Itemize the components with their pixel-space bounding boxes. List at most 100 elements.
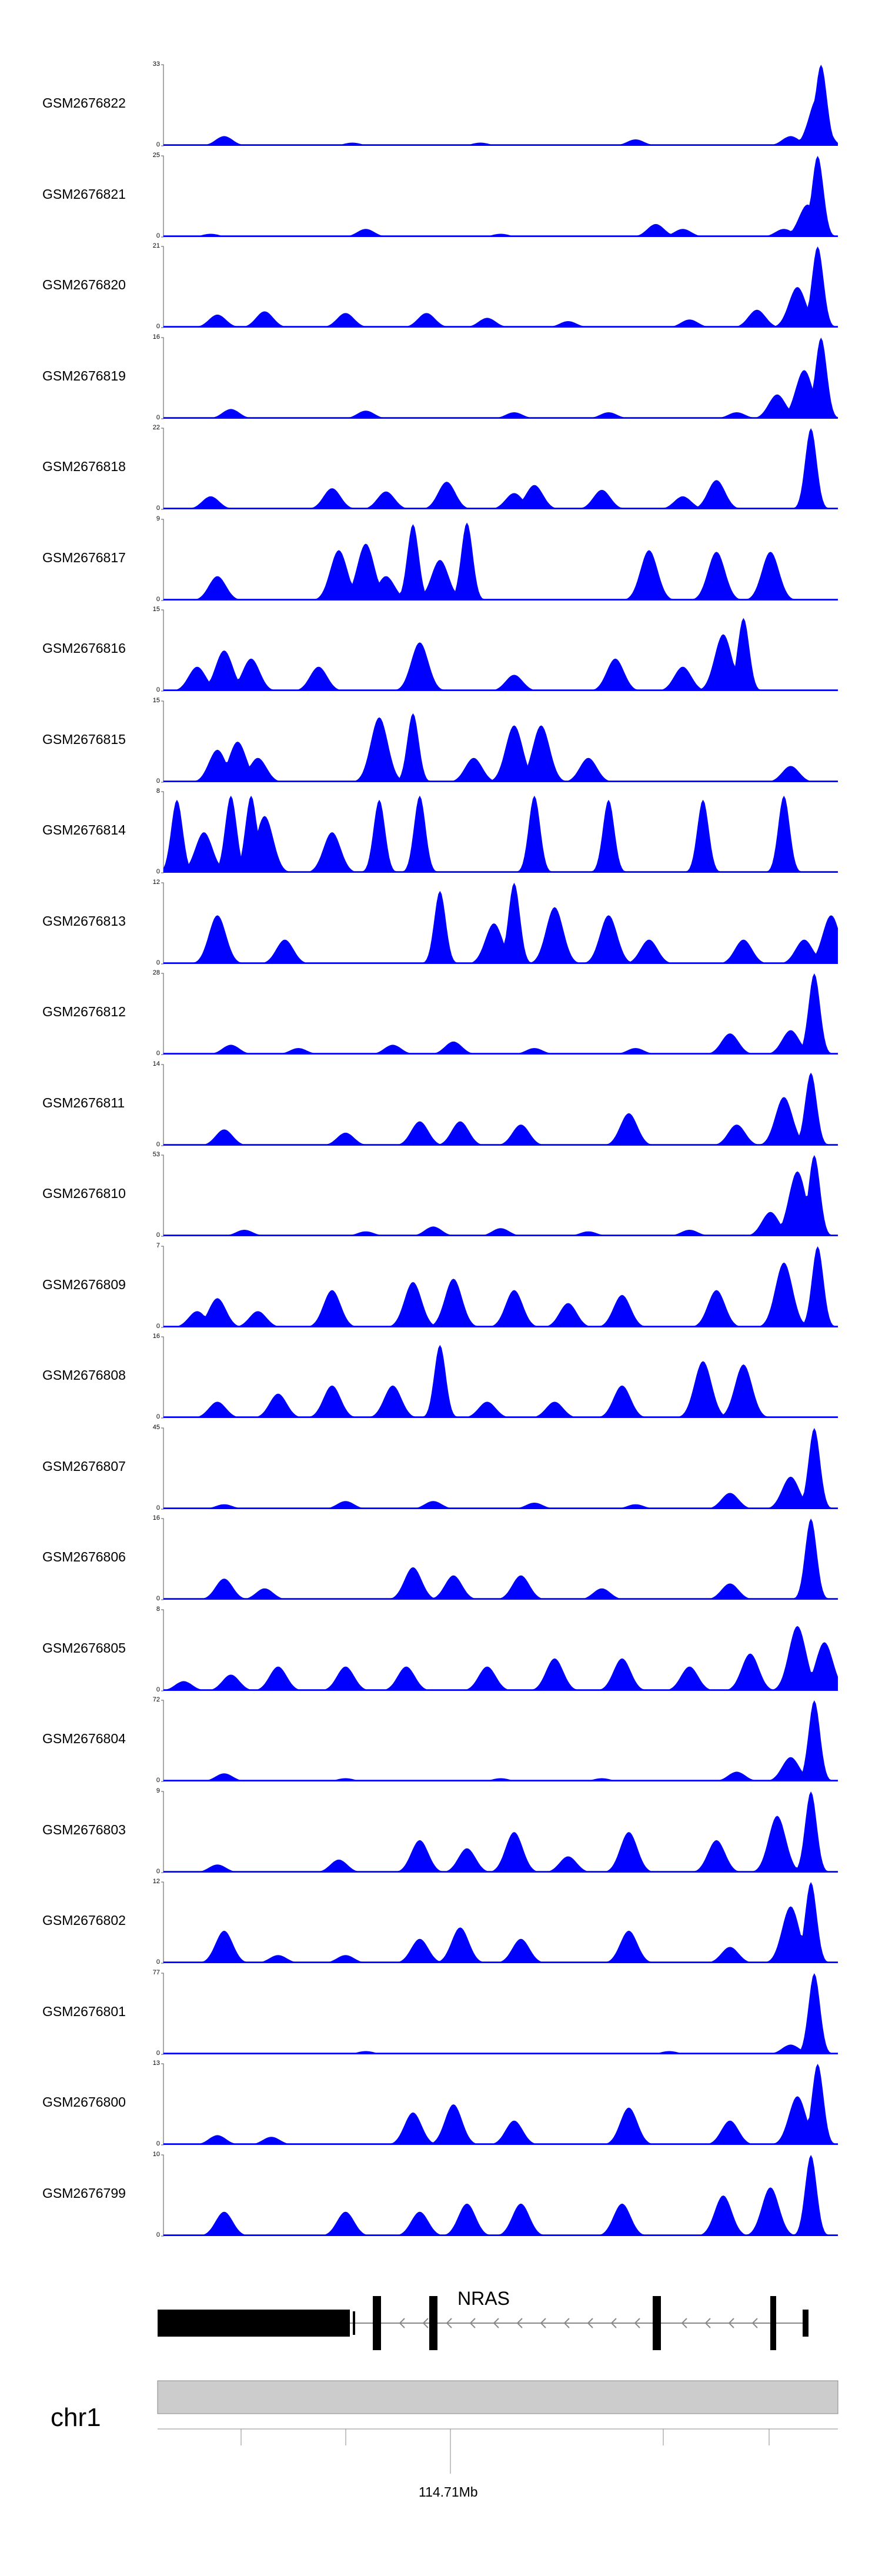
strand-arrow bbox=[493, 2318, 499, 2328]
y-min-tick-label: 0 bbox=[156, 413, 160, 421]
sample-label: GSM2676802 bbox=[42, 1913, 126, 1928]
y-max-tick-label: 16 bbox=[152, 1514, 160, 1521]
y-axis bbox=[161, 973, 164, 1055]
coverage-area bbox=[163, 65, 838, 146]
strand-arrow bbox=[446, 2318, 452, 2328]
y-axis bbox=[161, 428, 164, 510]
track-GSM2676805: GSM2676805 8 0 bbox=[0, 1606, 882, 1701]
y-min-tick-label: 0 bbox=[156, 1958, 160, 1966]
sample-label: GSM2676803 bbox=[42, 1821, 126, 1837]
coverage-area bbox=[163, 155, 838, 237]
y-axis bbox=[161, 1609, 164, 1691]
y-min-tick-label: 0 bbox=[156, 1504, 160, 1511]
sample-label: GSM2676799 bbox=[42, 2185, 126, 2201]
exon-block bbox=[803, 2310, 808, 2337]
sample-label: GSM2676807 bbox=[42, 1458, 126, 1474]
coverage-area bbox=[163, 882, 838, 964]
y-axis bbox=[161, 64, 164, 146]
y-max-tick-label: 15 bbox=[152, 696, 160, 704]
sample-label: GSM2676815 bbox=[42, 731, 126, 747]
sample-label: GSM2676804 bbox=[42, 1731, 126, 1747]
y-max-tick-label: 25 bbox=[152, 151, 160, 159]
coverage-plot bbox=[161, 1064, 838, 1146]
track-GSM2676804: GSM2676804 72 0 bbox=[0, 1696, 882, 1791]
coverage-area bbox=[163, 1344, 838, 1418]
track-GSM2676817: GSM2676817 9 0 bbox=[0, 515, 882, 610]
y-axis bbox=[161, 700, 164, 782]
coverage-plot bbox=[161, 1154, 838, 1237]
y-min-tick-label: 0 bbox=[156, 1777, 160, 1784]
coverage-plot bbox=[161, 246, 838, 328]
coverage-plot bbox=[161, 791, 838, 873]
track-GSM2676822: GSM2676822 33 0 bbox=[0, 61, 882, 156]
coverage-plot bbox=[161, 519, 838, 600]
coverage-plot bbox=[161, 609, 838, 692]
exon-block bbox=[770, 2296, 776, 2350]
y-axis bbox=[161, 1246, 164, 1327]
sample-label: GSM2676821 bbox=[42, 186, 126, 202]
exon-block bbox=[373, 2296, 381, 2350]
exon-block bbox=[653, 2296, 661, 2350]
track-GSM2676812: GSM2676812 28 0 bbox=[0, 969, 882, 1065]
strand-arrow bbox=[610, 2318, 617, 2328]
sample-label: GSM2676805 bbox=[42, 1640, 126, 1656]
track-GSM2676815: GSM2676815 15 0 bbox=[0, 697, 882, 792]
track-GSM2676821: GSM2676821 25 0 bbox=[0, 152, 882, 247]
y-max-tick-label: 8 bbox=[156, 1605, 160, 1613]
y-min-tick-label: 0 bbox=[156, 1232, 160, 1239]
y-max-tick-label: 15 bbox=[152, 606, 160, 613]
y-min-tick-label: 0 bbox=[156, 686, 160, 693]
coverage-area bbox=[163, 713, 838, 782]
y-axis bbox=[161, 2063, 164, 2145]
y-axis bbox=[161, 791, 164, 873]
sample-label: GSM2676801 bbox=[42, 2003, 126, 2019]
y-min-tick-label: 0 bbox=[156, 1413, 160, 1420]
y-max-tick-label: 22 bbox=[152, 424, 160, 431]
sample-label: GSM2676800 bbox=[42, 2094, 126, 2110]
track-GSM2676800: GSM2676800 13 0 bbox=[0, 2060, 882, 2155]
coverage-area bbox=[163, 1973, 838, 2054]
y-max-tick-label: 33 bbox=[152, 61, 160, 68]
sample-label: GSM2676822 bbox=[42, 95, 126, 111]
coverage-plot bbox=[161, 428, 838, 510]
track-GSM2676816: GSM2676816 15 0 bbox=[0, 606, 882, 701]
sample-label: GSM2676809 bbox=[42, 1276, 126, 1292]
y-axis bbox=[161, 1336, 164, 1419]
sample-label: GSM2676813 bbox=[42, 913, 126, 929]
track-GSM2676810: GSM2676810 53 0 bbox=[0, 1151, 882, 1246]
coverage-area bbox=[163, 1519, 838, 1600]
track-GSM2676802: GSM2676802 12 0 bbox=[0, 1878, 882, 1973]
strand-arrow bbox=[681, 2318, 687, 2328]
y-axis bbox=[161, 1154, 164, 1237]
y-min-tick-label: 0 bbox=[156, 2140, 160, 2147]
y-axis bbox=[161, 1518, 164, 1600]
strand-arrow bbox=[728, 2318, 734, 2328]
track-GSM2676809: GSM2676809 7 0 bbox=[0, 1242, 882, 1337]
coverage-plot bbox=[161, 1518, 838, 1600]
coverage-area bbox=[163, 795, 838, 873]
sample-label: GSM2676810 bbox=[42, 1186, 126, 1202]
y-max-tick-label: 12 bbox=[152, 1878, 160, 1885]
strand-arrow bbox=[540, 2318, 546, 2328]
y-min-tick-label: 0 bbox=[156, 777, 160, 785]
y-min-tick-label: 0 bbox=[156, 1595, 160, 1602]
track-GSM2676819: GSM2676819 16 0 bbox=[0, 333, 882, 429]
y-axis bbox=[161, 882, 164, 964]
y-max-tick-label: 53 bbox=[152, 1151, 160, 1158]
coverage-area bbox=[163, 1155, 838, 1236]
y-axis bbox=[161, 1700, 164, 1782]
coverage-area bbox=[163, 522, 838, 600]
y-axis bbox=[161, 1064, 164, 1146]
coverage-area bbox=[163, 1791, 838, 1873]
track-GSM2676813: GSM2676813 12 0 bbox=[0, 879, 882, 974]
coverage-plot bbox=[161, 337, 838, 419]
track-GSM2676818: GSM2676818 22 0 bbox=[0, 424, 882, 519]
track-GSM2676820: GSM2676820 21 0 bbox=[0, 242, 882, 338]
strand-arrow bbox=[704, 2318, 711, 2328]
track-GSM2676806: GSM2676806 16 0 bbox=[0, 1514, 882, 1610]
y-min-tick-label: 0 bbox=[156, 141, 160, 148]
y-min-tick-label: 0 bbox=[156, 1140, 160, 1148]
y-max-tick-label: 7 bbox=[156, 1242, 160, 1249]
y-min-tick-label: 0 bbox=[156, 323, 160, 330]
sample-label: GSM2676819 bbox=[42, 368, 126, 383]
